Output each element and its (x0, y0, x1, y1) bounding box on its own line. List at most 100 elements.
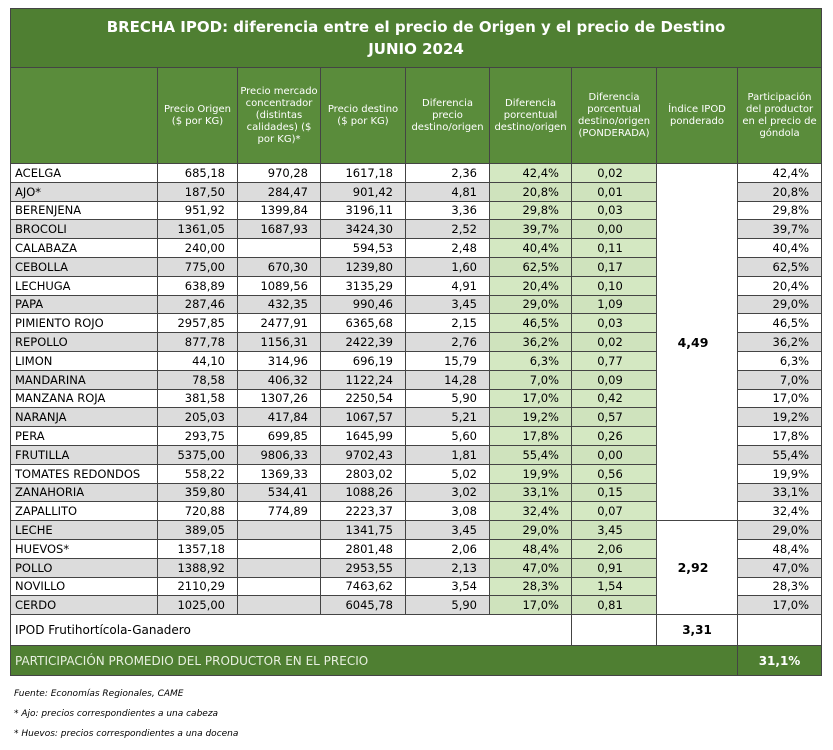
cell: HUEVOS* (10, 538, 158, 559)
ipod-table: BRECHA IPOD: diferencia entre el precio … (9, 8, 823, 677)
cell: 29,8% (489, 200, 572, 221)
data-row: PAPA 287,46 432,35 990,46 3,45 29,0% 1,09 29,0% (10, 294, 823, 315)
cell: 47,0% (736, 557, 823, 578)
data-row: LIMON 44,10 314,96 696,19 15,79 6,3% 0,77 6,3% (10, 350, 823, 371)
cell: REPOLLO (10, 332, 158, 352)
cell: 970,28 (237, 163, 321, 183)
cell: LIMON (10, 350, 158, 371)
cell: 1025,00 (157, 595, 238, 616)
cell: ZANAHORIA (10, 482, 158, 503)
data-row: ACELGA 685,18 970,28 1617,18 2,36 42,4% 0,02 4,… (10, 162, 823, 522)
cell: 29,0% (736, 520, 823, 540)
cell: TOMATES REDONDOS (10, 463, 158, 484)
cell: 2,06 (571, 538, 657, 559)
header-cell: Precio Origen ($ por KG) (157, 67, 238, 164)
cell: 0,15 (571, 482, 657, 503)
cell: 3424,30 (320, 219, 406, 240)
cell: 20,8% (736, 181, 823, 202)
cell: 638,89 (157, 275, 238, 296)
cell (571, 614, 657, 647)
cell: 36,2% (489, 332, 572, 352)
cell: 1388,92 (157, 557, 238, 578)
cell: 406,32 (237, 369, 321, 390)
cell: 1,09 (571, 294, 657, 315)
cell: LECHUGA (10, 275, 158, 296)
header-cell: Índice IPOD ponderado (656, 67, 738, 164)
cell: 0,00 (571, 444, 657, 465)
header-cell (10, 67, 158, 164)
data-row: LECHE 389,05 1341,75 3,45 29,0% 3,45 2,92 29,0% (10, 520, 823, 616)
cell (237, 557, 321, 578)
cell: CALABAZA (10, 238, 158, 258)
cell: 5,02 (405, 463, 490, 484)
cell: 5,60 (405, 426, 490, 446)
cell: 2,36 (405, 163, 490, 183)
header-cell: Diferencia porcentual destino/origen (PO… (571, 67, 657, 164)
average-label: PARTICIPACIÓN PROMEDIO DEL PRODUCTOR EN … (10, 645, 738, 677)
cell: 19,2% (489, 407, 572, 428)
data-row: NARANJA 205,03 417,84 1067,57 5,21 19,2% 0,57 1… (10, 407, 823, 428)
data-row: AJO* 187,50 284,47 901,42 4,81 20,8% 0,01 20,8% (10, 181, 823, 202)
cell: 0,00 (571, 219, 657, 240)
ipod-cell: 4,49 (656, 162, 738, 522)
cell: 40,4% (736, 238, 823, 258)
cell: 9702,43 (320, 444, 406, 465)
cell: 44,10 (157, 350, 238, 371)
table-body: BRECHA IPOD: diferencia entre el precio … (9, 8, 823, 677)
cell: 685,18 (157, 163, 238, 183)
data-row: ZAPALLITO 720,88 774,89 2223,37 3,08 32,4% 0,0… (10, 501, 823, 522)
cell: 6,3% (489, 350, 572, 371)
cell: 28,3% (489, 576, 572, 597)
cell: 699,85 (237, 426, 321, 446)
cell: 3,45 (571, 520, 657, 540)
cell: PAPA (10, 294, 158, 315)
cell: 2803,02 (320, 463, 406, 484)
cell: 2477,91 (237, 313, 321, 334)
data-row: FRUTILLA 5375,00 9806,33 9702,43 1,81 55,4% 0,… (10, 444, 823, 465)
data-row: CEBOLLA 775,00 670,30 1239,80 1,60 62,5% 0,17 6… (10, 256, 823, 277)
cell: 29,8% (736, 200, 823, 221)
cell: 19,9% (489, 463, 572, 484)
cell (736, 614, 823, 647)
cell: 0,02 (571, 332, 657, 352)
cell: 359,80 (157, 482, 238, 503)
cell: 2,52 (405, 219, 490, 240)
cell: 48,4% (489, 538, 572, 559)
cell: 0,91 (571, 557, 657, 578)
cell: 0,17 (571, 256, 657, 277)
cell: 7,0% (489, 369, 572, 390)
cell: 389,05 (157, 520, 238, 540)
cell: 4,91 (405, 275, 490, 296)
data-row: PIMIENTO ROJO 2957,85 2477,91 6365,68 2,15 46… (10, 313, 823, 334)
title-row: BRECHA IPOD: diferencia entre el precio … (9, 8, 823, 68)
cell: 1067,57 (320, 407, 406, 428)
cell: 2,13 (405, 557, 490, 578)
cell: 3,08 (405, 501, 490, 522)
total-value: 3,31 (656, 614, 738, 647)
cell: 20,8% (489, 181, 572, 202)
cell: 2,48 (405, 238, 490, 258)
cell: 33,1% (736, 482, 823, 503)
cell: 7463,62 (320, 576, 406, 597)
cell: 877,78 (157, 332, 238, 352)
cell: 0,03 (571, 200, 657, 221)
cell: 5375,00 (157, 444, 238, 465)
cell: 3,45 (405, 520, 490, 540)
average-row: PARTICIPACIÓN PROMEDIO DEL PRODUCTOR EN … (10, 645, 823, 677)
cell: 5,21 (405, 407, 490, 428)
table-wrap: BRECHA IPOD: diferencia entre el precio … (9, 8, 823, 677)
cell: 17,8% (489, 426, 572, 446)
cell: 39,7% (489, 219, 572, 240)
data-row: MANZANA ROJA 381,58 1307,26 2250,54 5,90 17,0… (10, 388, 823, 409)
cell: 17,0% (736, 388, 823, 409)
cell: 55,4% (736, 444, 823, 465)
cell: BROCOLI (10, 219, 158, 240)
cell: 240,00 (157, 238, 238, 258)
cell: 3,54 (405, 576, 490, 597)
note: * Ajo: precios correspondientes a una ca… (14, 709, 219, 719)
cell: 670,30 (237, 256, 321, 277)
cell: 1617,18 (320, 163, 406, 183)
cell: 2250,54 (320, 388, 406, 409)
header-row: Precio Origen ($ por KG) Precio mercado c… (10, 67, 823, 164)
